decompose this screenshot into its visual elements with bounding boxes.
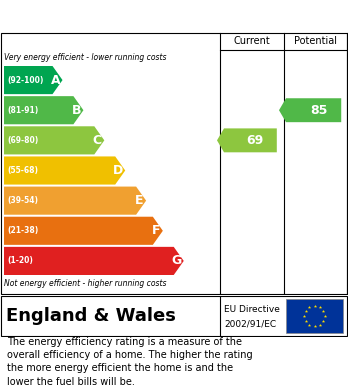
- Text: B: B: [72, 104, 81, 117]
- Text: 2002/91/EC: 2002/91/EC: [224, 319, 276, 328]
- Text: 85: 85: [310, 104, 327, 117]
- Text: F: F: [152, 224, 160, 237]
- Text: D: D: [113, 164, 123, 177]
- Text: (39-54): (39-54): [7, 196, 38, 205]
- Polygon shape: [4, 66, 63, 94]
- Text: The energy efficiency rating is a measure of the
overall efficiency of a home. T: The energy efficiency rating is a measur…: [7, 337, 253, 387]
- Text: C: C: [93, 134, 102, 147]
- Polygon shape: [4, 126, 104, 154]
- Text: Current: Current: [234, 36, 270, 46]
- Text: (21-38): (21-38): [7, 226, 38, 235]
- Text: Energy Efficiency Rating: Energy Efficiency Rating: [8, 9, 229, 23]
- Text: Potential: Potential: [294, 36, 337, 46]
- Bar: [286, 299, 343, 333]
- Polygon shape: [4, 187, 146, 215]
- Text: E: E: [135, 194, 143, 207]
- Text: G: G: [172, 255, 182, 267]
- Text: (1-20): (1-20): [7, 256, 33, 265]
- Polygon shape: [4, 217, 163, 245]
- Text: (69-80): (69-80): [7, 136, 38, 145]
- Polygon shape: [279, 98, 341, 122]
- Text: Not energy efficient - higher running costs: Not energy efficient - higher running co…: [4, 279, 166, 288]
- Text: (55-68): (55-68): [7, 166, 38, 175]
- Text: England & Wales: England & Wales: [6, 307, 176, 325]
- Polygon shape: [4, 247, 184, 275]
- Text: A: A: [51, 74, 60, 86]
- Text: (92-100): (92-100): [7, 75, 44, 84]
- Polygon shape: [217, 128, 277, 152]
- Text: EU Directive: EU Directive: [224, 305, 280, 314]
- Text: Very energy efficient - lower running costs: Very energy efficient - lower running co…: [4, 53, 166, 62]
- Polygon shape: [4, 156, 125, 185]
- Text: 69: 69: [246, 134, 264, 147]
- Text: (81-91): (81-91): [7, 106, 38, 115]
- Polygon shape: [4, 96, 84, 124]
